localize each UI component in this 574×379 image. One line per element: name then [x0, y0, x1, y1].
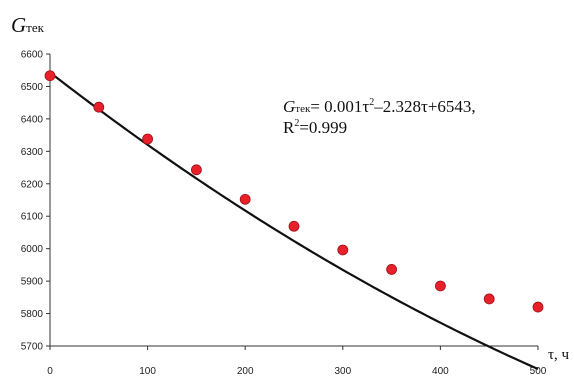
x-tick-label: 400	[432, 366, 449, 377]
data-point	[483, 293, 495, 305]
y-axis-ticks: 5700 5800 5900 6000 6100 6200 6300 6400 6500 6600	[21, 50, 50, 353]
data-point	[239, 193, 251, 205]
x-tick-label: 0	[47, 366, 53, 377]
y-axis-title: Gтек	[11, 13, 45, 37]
r-squared-label: R2=0.999	[283, 118, 347, 137]
x-tick-label: 500	[530, 366, 547, 377]
y-tick-label: 6300	[21, 147, 44, 158]
x-tick-label: 200	[237, 366, 254, 377]
y-tick-label: 5800	[21, 309, 44, 320]
data-points	[44, 70, 544, 313]
x-axis-title: τ, ч	[548, 347, 570, 363]
data-point	[532, 301, 544, 313]
trend-equation: Gтек= 0.001τ2–2.328τ+6543,	[283, 97, 476, 116]
data-point	[386, 264, 398, 275]
data-point	[93, 101, 105, 113]
data-point	[434, 280, 446, 292]
y-tick-label: 6100	[21, 212, 44, 223]
data-point	[337, 244, 349, 256]
data-point	[44, 70, 56, 82]
y-tick-label: 6200	[21, 179, 44, 190]
trendline-curve	[49, 71, 539, 371]
data-point	[288, 220, 300, 232]
x-axis-ticks: 0 100 200 300 400 500	[47, 346, 547, 377]
data-point	[142, 133, 154, 145]
y-tick-label: 6000	[21, 244, 44, 255]
y-tick-label: 6600	[21, 50, 44, 61]
y-tick-label: 5700	[21, 342, 44, 353]
y-tick-label: 5900	[21, 277, 44, 288]
x-tick-label: 300	[334, 366, 351, 377]
x-tick-label: 100	[139, 366, 156, 377]
y-tick-label: 6400	[21, 114, 44, 125]
y-tick-label: 6500	[21, 82, 44, 93]
data-point	[190, 164, 202, 176]
